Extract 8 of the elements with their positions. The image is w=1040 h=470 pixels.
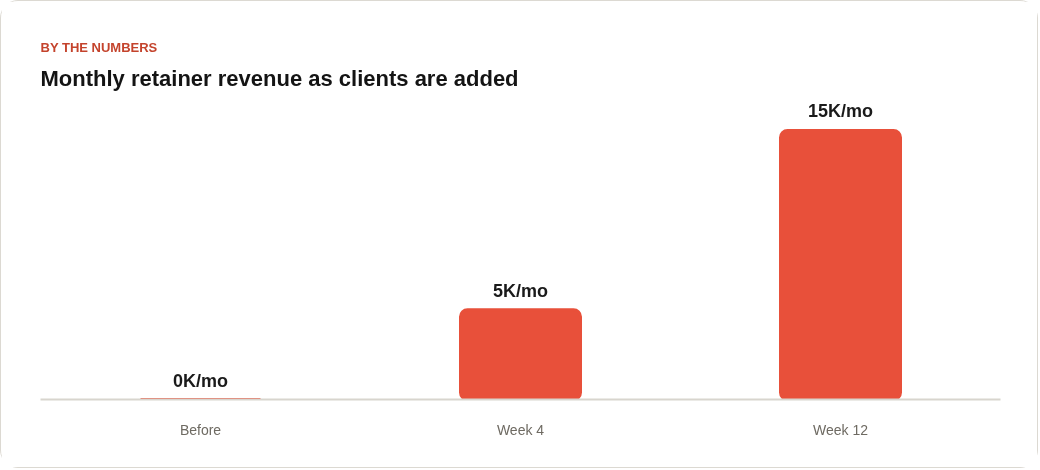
x-tick-label: Before <box>179 421 222 438</box>
data-label: 5K/mo <box>492 280 549 301</box>
data-label: 0K/mo <box>172 370 229 391</box>
x-tick-label: Week 12 <box>813 421 869 438</box>
x-tick-label: Week 4 <box>496 421 545 438</box>
chart-title: Monthly retainer revenue as clients are added <box>40 65 519 91</box>
data-label: 15K/mo <box>807 101 874 122</box>
chart-subtitle: BY THE NUMBERS <box>40 39 158 55</box>
